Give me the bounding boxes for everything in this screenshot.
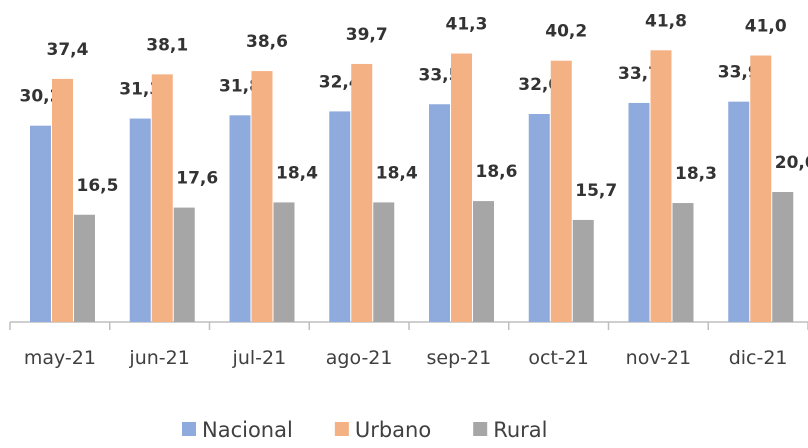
data-label: 39,7 <box>346 25 388 45</box>
bar <box>750 55 772 322</box>
bar <box>329 111 351 323</box>
data-label: 32,0 <box>518 75 560 95</box>
data-label: 38,6 <box>246 32 288 52</box>
legend-label: Urbano <box>355 418 431 442</box>
data-label: 31,8 <box>219 76 261 96</box>
data-label: 41,0 <box>745 17 787 37</box>
data-label: 32,4 <box>319 72 361 92</box>
x-tick-label: dic-21 <box>729 347 788 369</box>
x-tick-label: oct-21 <box>528 347 589 369</box>
data-label: 33,5 <box>419 65 461 85</box>
x-tick-label: nov-21 <box>626 347 691 369</box>
x-tick-label: may-21 <box>24 347 96 369</box>
data-label: 41,8 <box>645 11 687 31</box>
bar <box>528 114 550 322</box>
data-label: 15,7 <box>575 181 617 201</box>
bar <box>650 50 672 323</box>
legend-label: Rural <box>493 418 547 442</box>
legend-swatch <box>473 422 488 436</box>
bar <box>151 74 173 322</box>
bar <box>74 214 95 322</box>
x-tick-label: sep-21 <box>427 347 492 369</box>
bar <box>572 219 594 322</box>
data-label: 33,9 <box>718 63 760 83</box>
data-label: 41,3 <box>446 15 488 35</box>
bar <box>672 203 694 322</box>
bar <box>251 71 273 322</box>
data-label: 18,6 <box>476 162 518 182</box>
bar <box>351 63 373 322</box>
bar <box>628 102 650 322</box>
bar <box>52 78 73 323</box>
data-label: 18,3 <box>675 164 717 184</box>
data-label: 17,6 <box>176 169 218 189</box>
bar <box>129 118 151 322</box>
legend-label: Nacional <box>202 418 293 442</box>
data-label: 38,1 <box>146 35 188 55</box>
data-label: 18,4 <box>276 163 318 183</box>
legend-swatch <box>334 422 349 436</box>
bar <box>273 202 295 322</box>
bar <box>473 201 494 322</box>
bar <box>30 125 51 322</box>
data-label: 40,2 <box>545 22 587 42</box>
legend-swatch <box>182 422 196 436</box>
x-tick-label: jul-21 <box>232 347 287 369</box>
data-label: 20,0 <box>775 153 808 173</box>
bar <box>373 202 395 322</box>
data-label: 31,3 <box>119 80 161 100</box>
bar <box>550 60 572 322</box>
data-label: 30,2 <box>20 87 62 107</box>
bar <box>728 101 750 323</box>
x-tick-label: ago-21 <box>326 347 393 369</box>
bar <box>451 53 472 323</box>
bar <box>772 192 794 322</box>
data-label: 16,5 <box>77 176 119 196</box>
x-tick-label: jun-21 <box>128 347 189 369</box>
bar <box>429 104 450 322</box>
data-label: 18,4 <box>376 163 418 183</box>
bar <box>173 207 195 322</box>
bar <box>229 115 251 322</box>
data-label: 33,7 <box>618 64 660 84</box>
data-label: 37,4 <box>47 40 89 60</box>
